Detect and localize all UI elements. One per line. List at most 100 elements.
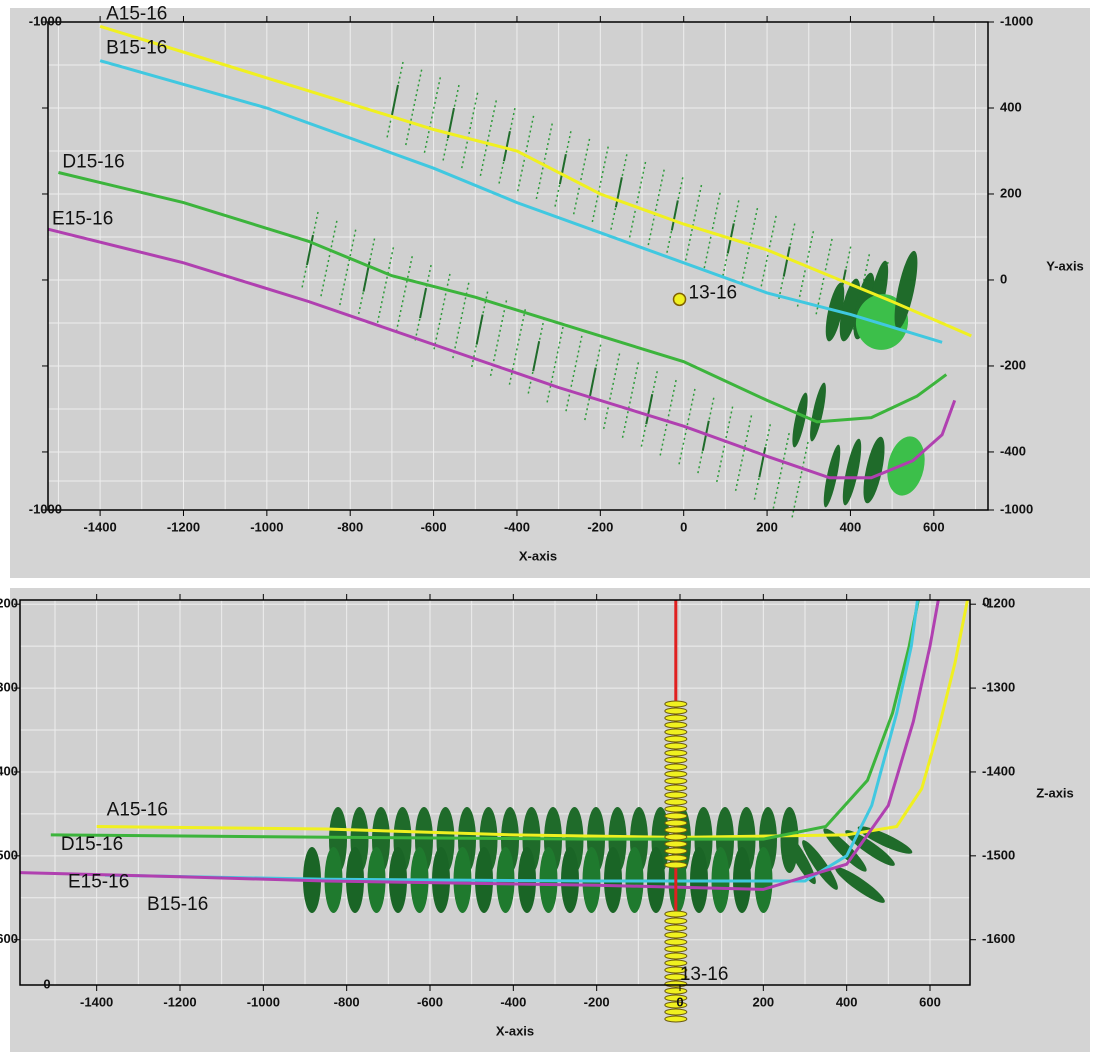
well-label: 13-16	[689, 282, 738, 303]
fracture-ellipse	[855, 294, 909, 350]
y-tick-label: -1000	[1000, 501, 1033, 516]
perforation-coil	[664, 826, 688, 834]
section-view: A15-16 D15-16 B15-16 E15-16 13-16 -1400 -1200 -…	[0, 594, 1074, 1038]
y-tick-label: -200	[1000, 357, 1026, 372]
fracture-ellipse	[887, 436, 925, 496]
x-tick-label: -1000	[250, 519, 283, 534]
fracture-ellipse	[825, 282, 845, 342]
fracture-ellipse	[823, 828, 867, 872]
x-axis-title: X-axis	[496, 1023, 534, 1038]
perforation-coil	[664, 994, 688, 1002]
x-tick-label: -400	[504, 519, 530, 534]
well-label: E15-16	[52, 208, 113, 229]
y-tick-label: -1400	[982, 763, 1015, 778]
y-axis-title: Y-axis	[1046, 258, 1084, 273]
perforation-coil	[664, 833, 688, 841]
x-tick-label: 200	[752, 994, 774, 1009]
y-tick-label: -1200	[982, 596, 1015, 611]
y-tick-label: -1600	[0, 931, 18, 946]
well-label: E15-16	[68, 872, 129, 893]
x-tick-label: -600	[417, 994, 443, 1009]
perforation-coil	[664, 924, 688, 932]
perforation-coil	[664, 805, 688, 813]
fracture-ellipse	[823, 444, 841, 508]
perforation-coil	[664, 770, 688, 778]
fracture-dash	[645, 394, 654, 425]
perforation-coil	[664, 763, 688, 771]
well-trajectory	[99, 59, 943, 344]
fracture-dash	[532, 340, 541, 372]
corner-label: 0	[982, 594, 989, 609]
perforation-coil	[664, 973, 688, 981]
plot-frame	[47, 21, 989, 511]
perforation-coil	[664, 931, 688, 939]
x-tick-label: -800	[334, 994, 360, 1009]
perforation-coil	[664, 966, 688, 974]
well-trajectory	[104, 599, 919, 883]
fracture-ellipse	[863, 436, 885, 504]
x-tick-label: 0	[676, 994, 683, 1009]
x-tick-label: 0	[680, 519, 687, 534]
perforation-coil	[664, 756, 688, 764]
perforation-coil	[664, 1008, 688, 1016]
perforation-coil	[664, 1015, 688, 1023]
fracture-ellipse	[784, 831, 816, 885]
y-tick-label: -1600	[982, 931, 1015, 946]
y-tick-label: -1500	[0, 847, 18, 862]
perforation-coil	[664, 959, 688, 967]
perforation-coil	[664, 700, 688, 708]
perforation-coil	[664, 714, 688, 722]
fracture-dash	[475, 314, 484, 345]
well-label: D15-16	[62, 152, 124, 173]
perforation-coil	[664, 819, 688, 827]
well-label: 13-16	[680, 964, 729, 985]
y-tick-label: -1000	[29, 501, 62, 516]
fracture-dash	[782, 246, 791, 277]
perforation-coil	[664, 742, 688, 750]
x-tick-label: -400	[500, 994, 526, 1009]
fracture-dash	[758, 447, 767, 478]
well-trajectory	[47, 227, 957, 480]
y-tick-label: -1400	[0, 763, 18, 778]
x-tick-label: 200	[756, 519, 778, 534]
fracture-ellipse	[835, 867, 885, 903]
fracture-ellipse	[802, 840, 838, 890]
well-label: A15-16	[106, 3, 167, 24]
perforation-coil	[664, 840, 688, 848]
x-tick-label: 400	[840, 519, 862, 534]
fracture-ellipse	[810, 382, 826, 442]
fracture-dash	[614, 177, 623, 208]
fracture-dash	[391, 84, 399, 116]
well-label: B15-16	[147, 894, 208, 915]
plot-frame	[19, 599, 971, 986]
perforation-coil	[664, 784, 688, 792]
x-tick-label: -200	[587, 519, 613, 534]
perforation-coil	[664, 721, 688, 729]
perforation-coil	[664, 847, 688, 855]
perforation-coil	[664, 854, 688, 862]
perforation-coil	[664, 812, 688, 820]
fracture-ellipse	[857, 826, 913, 854]
perforation-coil	[664, 861, 688, 869]
y-tick-label: 200	[1000, 185, 1022, 200]
well-point	[672, 292, 687, 307]
corner-label: 0	[43, 976, 50, 991]
y-tick-label: -1000	[29, 13, 62, 28]
perforation-coil	[664, 707, 688, 715]
well-trajectory	[58, 171, 948, 424]
x-tick-label: -1400	[80, 994, 113, 1009]
perforation-coil	[664, 987, 688, 995]
perforation-coil	[664, 1001, 688, 1009]
perforation-coil	[664, 749, 688, 757]
y-tick-label: -1300	[982, 680, 1015, 695]
perforation-coil	[664, 798, 688, 806]
perforation-coil	[664, 791, 688, 799]
well-label: D15-16	[61, 834, 123, 855]
y-axis-title: Z-axis	[1036, 785, 1074, 800]
x-tick-label: -1400	[83, 519, 116, 534]
x-tick-label: -1200	[167, 519, 200, 534]
fracture-ellipse	[842, 438, 862, 506]
perforation-coil	[664, 945, 688, 953]
fracture-dash	[558, 154, 567, 185]
